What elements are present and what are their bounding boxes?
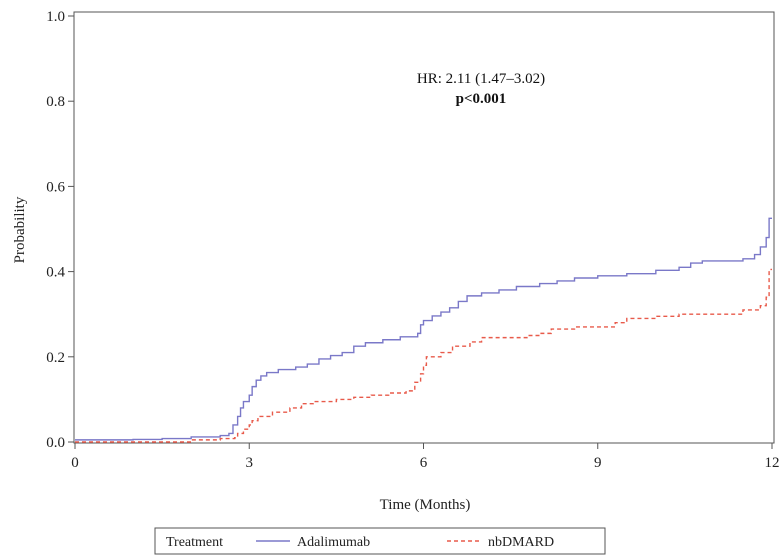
- y-tick-label: 0.4: [46, 265, 65, 281]
- x-tick-label: 6: [420, 455, 428, 471]
- legend-label-nbdmard: nbDMARD: [488, 535, 554, 550]
- series-line-nbdmard: [75, 268, 772, 443]
- y-tick-label: 0.6: [46, 179, 65, 195]
- y-axis-title: Probability: [12, 196, 28, 263]
- legend: Treatment Adalimumab nbDMARD: [154, 527, 606, 555]
- axes-group: 0.0 0.2 0.4 0.6 0.8 1.0 0 3 6 9 12: [46, 9, 779, 471]
- legend-box: [154, 527, 606, 555]
- legend-title: Treatment: [166, 535, 223, 550]
- x-tick-label: 0: [71, 455, 79, 471]
- series-group: [75, 217, 772, 443]
- y-tick-label: 0.0: [46, 435, 65, 451]
- hr-annotation: HR: 2.11 (1.47–3.02): [417, 71, 545, 87]
- y-tick-label: 1.0: [46, 9, 65, 25]
- x-tick-label: 12: [765, 455, 780, 471]
- y-tick-label: 0.8: [46, 94, 65, 110]
- legend-label-adalimumab: Adalimumab: [297, 535, 370, 550]
- x-tick-label: 9: [594, 455, 602, 471]
- x-tick-label: 3: [246, 455, 254, 471]
- series-line-adalimumab: [75, 217, 772, 441]
- y-tick-label: 0.2: [46, 350, 65, 366]
- p-value-annotation: p<0.001: [456, 91, 507, 107]
- x-axis-title: Time (Months): [380, 497, 471, 513]
